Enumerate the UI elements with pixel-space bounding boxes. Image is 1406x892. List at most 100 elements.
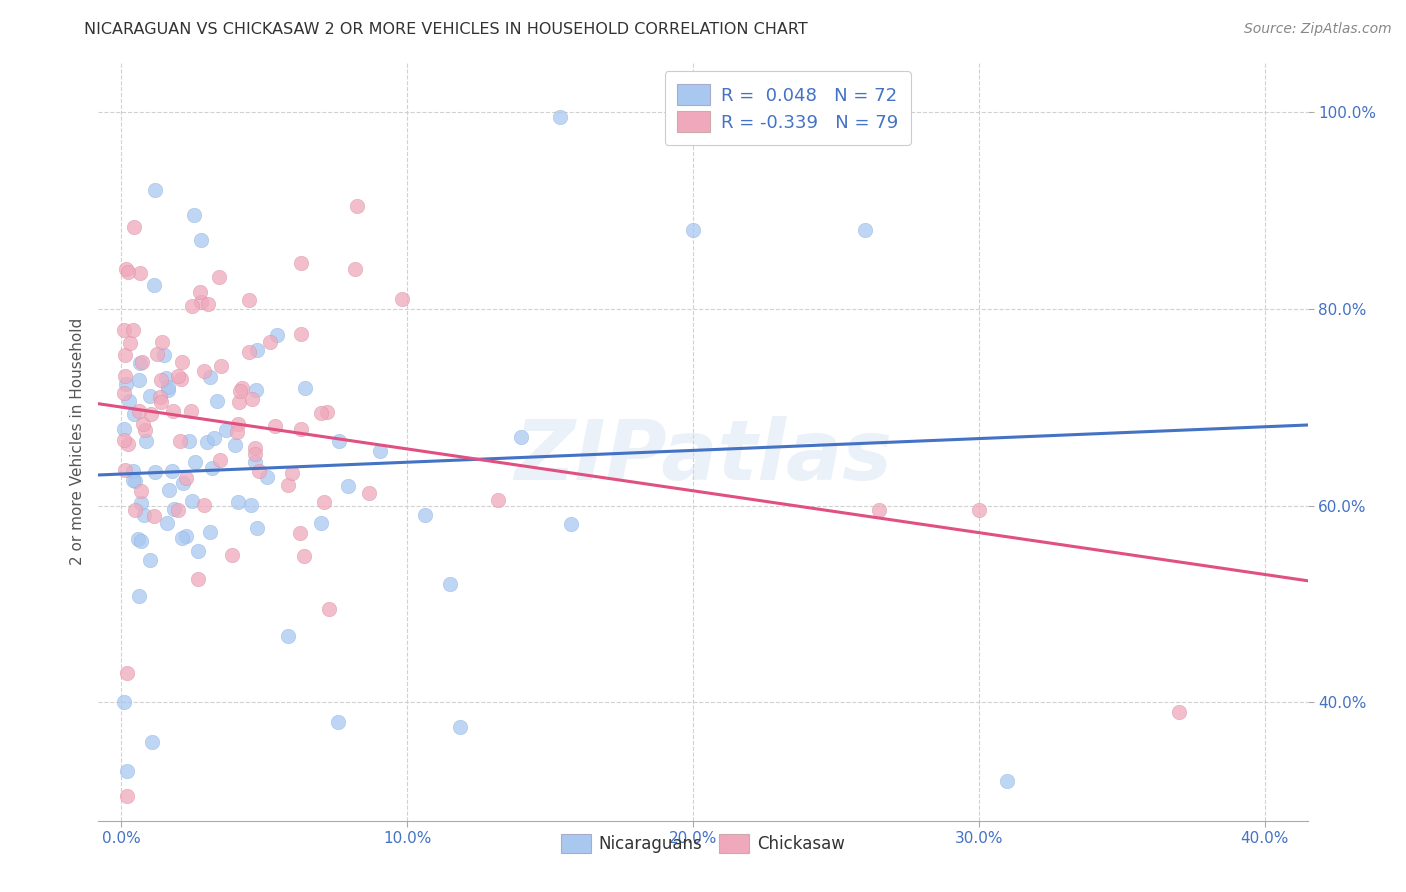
Point <box>292 549 315 564</box>
Point <box>150 395 173 409</box>
Point <box>682 223 704 237</box>
Point <box>174 471 197 485</box>
Point <box>169 434 191 449</box>
Point <box>198 525 221 540</box>
Point <box>143 466 166 480</box>
Point <box>141 735 163 749</box>
Point <box>215 424 238 438</box>
Point <box>238 345 260 359</box>
Point <box>187 544 209 558</box>
Point <box>209 359 232 373</box>
Text: ZIPatlas: ZIPatlas <box>515 417 891 497</box>
Point <box>124 502 146 516</box>
Point <box>246 521 269 535</box>
Point <box>118 393 141 408</box>
Point <box>157 483 180 497</box>
Legend: Nicaraguans, Chickasaw: Nicaraguans, Chickasaw <box>553 826 853 862</box>
Point <box>548 110 571 124</box>
Point <box>277 478 299 492</box>
Point <box>224 438 246 452</box>
Point <box>207 269 229 284</box>
Point <box>290 256 312 270</box>
Point <box>967 503 990 517</box>
Point <box>190 233 212 247</box>
Point <box>259 334 281 349</box>
Point <box>121 464 143 478</box>
Point <box>226 495 249 509</box>
Point <box>240 498 263 512</box>
Point <box>868 503 890 517</box>
Point <box>129 266 152 280</box>
Point <box>391 292 413 306</box>
Point <box>193 498 215 512</box>
Point <box>245 383 267 397</box>
Point <box>238 293 260 307</box>
Point <box>122 219 145 234</box>
Point <box>128 589 150 603</box>
Point <box>228 395 250 409</box>
Point <box>117 265 139 279</box>
Point <box>112 696 135 710</box>
Point <box>139 553 162 567</box>
Point <box>153 348 176 362</box>
Point <box>486 492 509 507</box>
Point <box>226 425 249 439</box>
Point <box>122 473 145 487</box>
Point <box>266 328 288 343</box>
Point <box>202 431 225 445</box>
Point <box>115 764 138 779</box>
Point <box>312 494 335 508</box>
Point <box>183 208 205 222</box>
Point <box>247 465 270 479</box>
Point <box>129 533 152 548</box>
Point <box>288 525 311 540</box>
Point <box>128 356 150 370</box>
Point <box>114 368 136 383</box>
Point <box>226 417 249 431</box>
Point <box>131 355 153 369</box>
Point <box>128 373 150 387</box>
Point <box>180 403 202 417</box>
Point <box>156 383 179 397</box>
Point <box>243 442 266 456</box>
Point <box>221 548 243 562</box>
Point <box>162 465 184 479</box>
Point <box>201 461 224 475</box>
Point <box>264 419 287 434</box>
Point <box>115 262 138 277</box>
Point <box>207 394 229 409</box>
Point <box>1168 706 1191 720</box>
Point <box>997 774 1019 789</box>
Point <box>134 423 156 437</box>
Point <box>209 452 232 467</box>
Point <box>560 516 582 531</box>
Point <box>143 184 166 198</box>
Point <box>112 434 135 448</box>
Point <box>316 405 339 419</box>
Point <box>115 665 138 680</box>
Point <box>245 447 267 461</box>
Point <box>128 404 150 418</box>
Point <box>243 455 266 469</box>
Point <box>256 470 278 484</box>
Point <box>357 485 380 500</box>
Point <box>413 508 436 522</box>
Point <box>114 349 136 363</box>
Point <box>294 381 316 395</box>
Point <box>156 516 179 531</box>
Point <box>143 509 166 524</box>
Point <box>281 466 304 480</box>
Point <box>309 516 332 531</box>
Point <box>112 323 135 337</box>
Point <box>131 496 153 510</box>
Point <box>242 392 264 406</box>
Point <box>155 371 177 385</box>
Point <box>290 422 312 436</box>
Point <box>117 789 139 803</box>
Point <box>139 389 162 403</box>
Point <box>132 417 155 432</box>
Point <box>149 373 172 387</box>
Point <box>229 384 252 398</box>
Point <box>368 444 391 458</box>
Point <box>277 629 299 643</box>
